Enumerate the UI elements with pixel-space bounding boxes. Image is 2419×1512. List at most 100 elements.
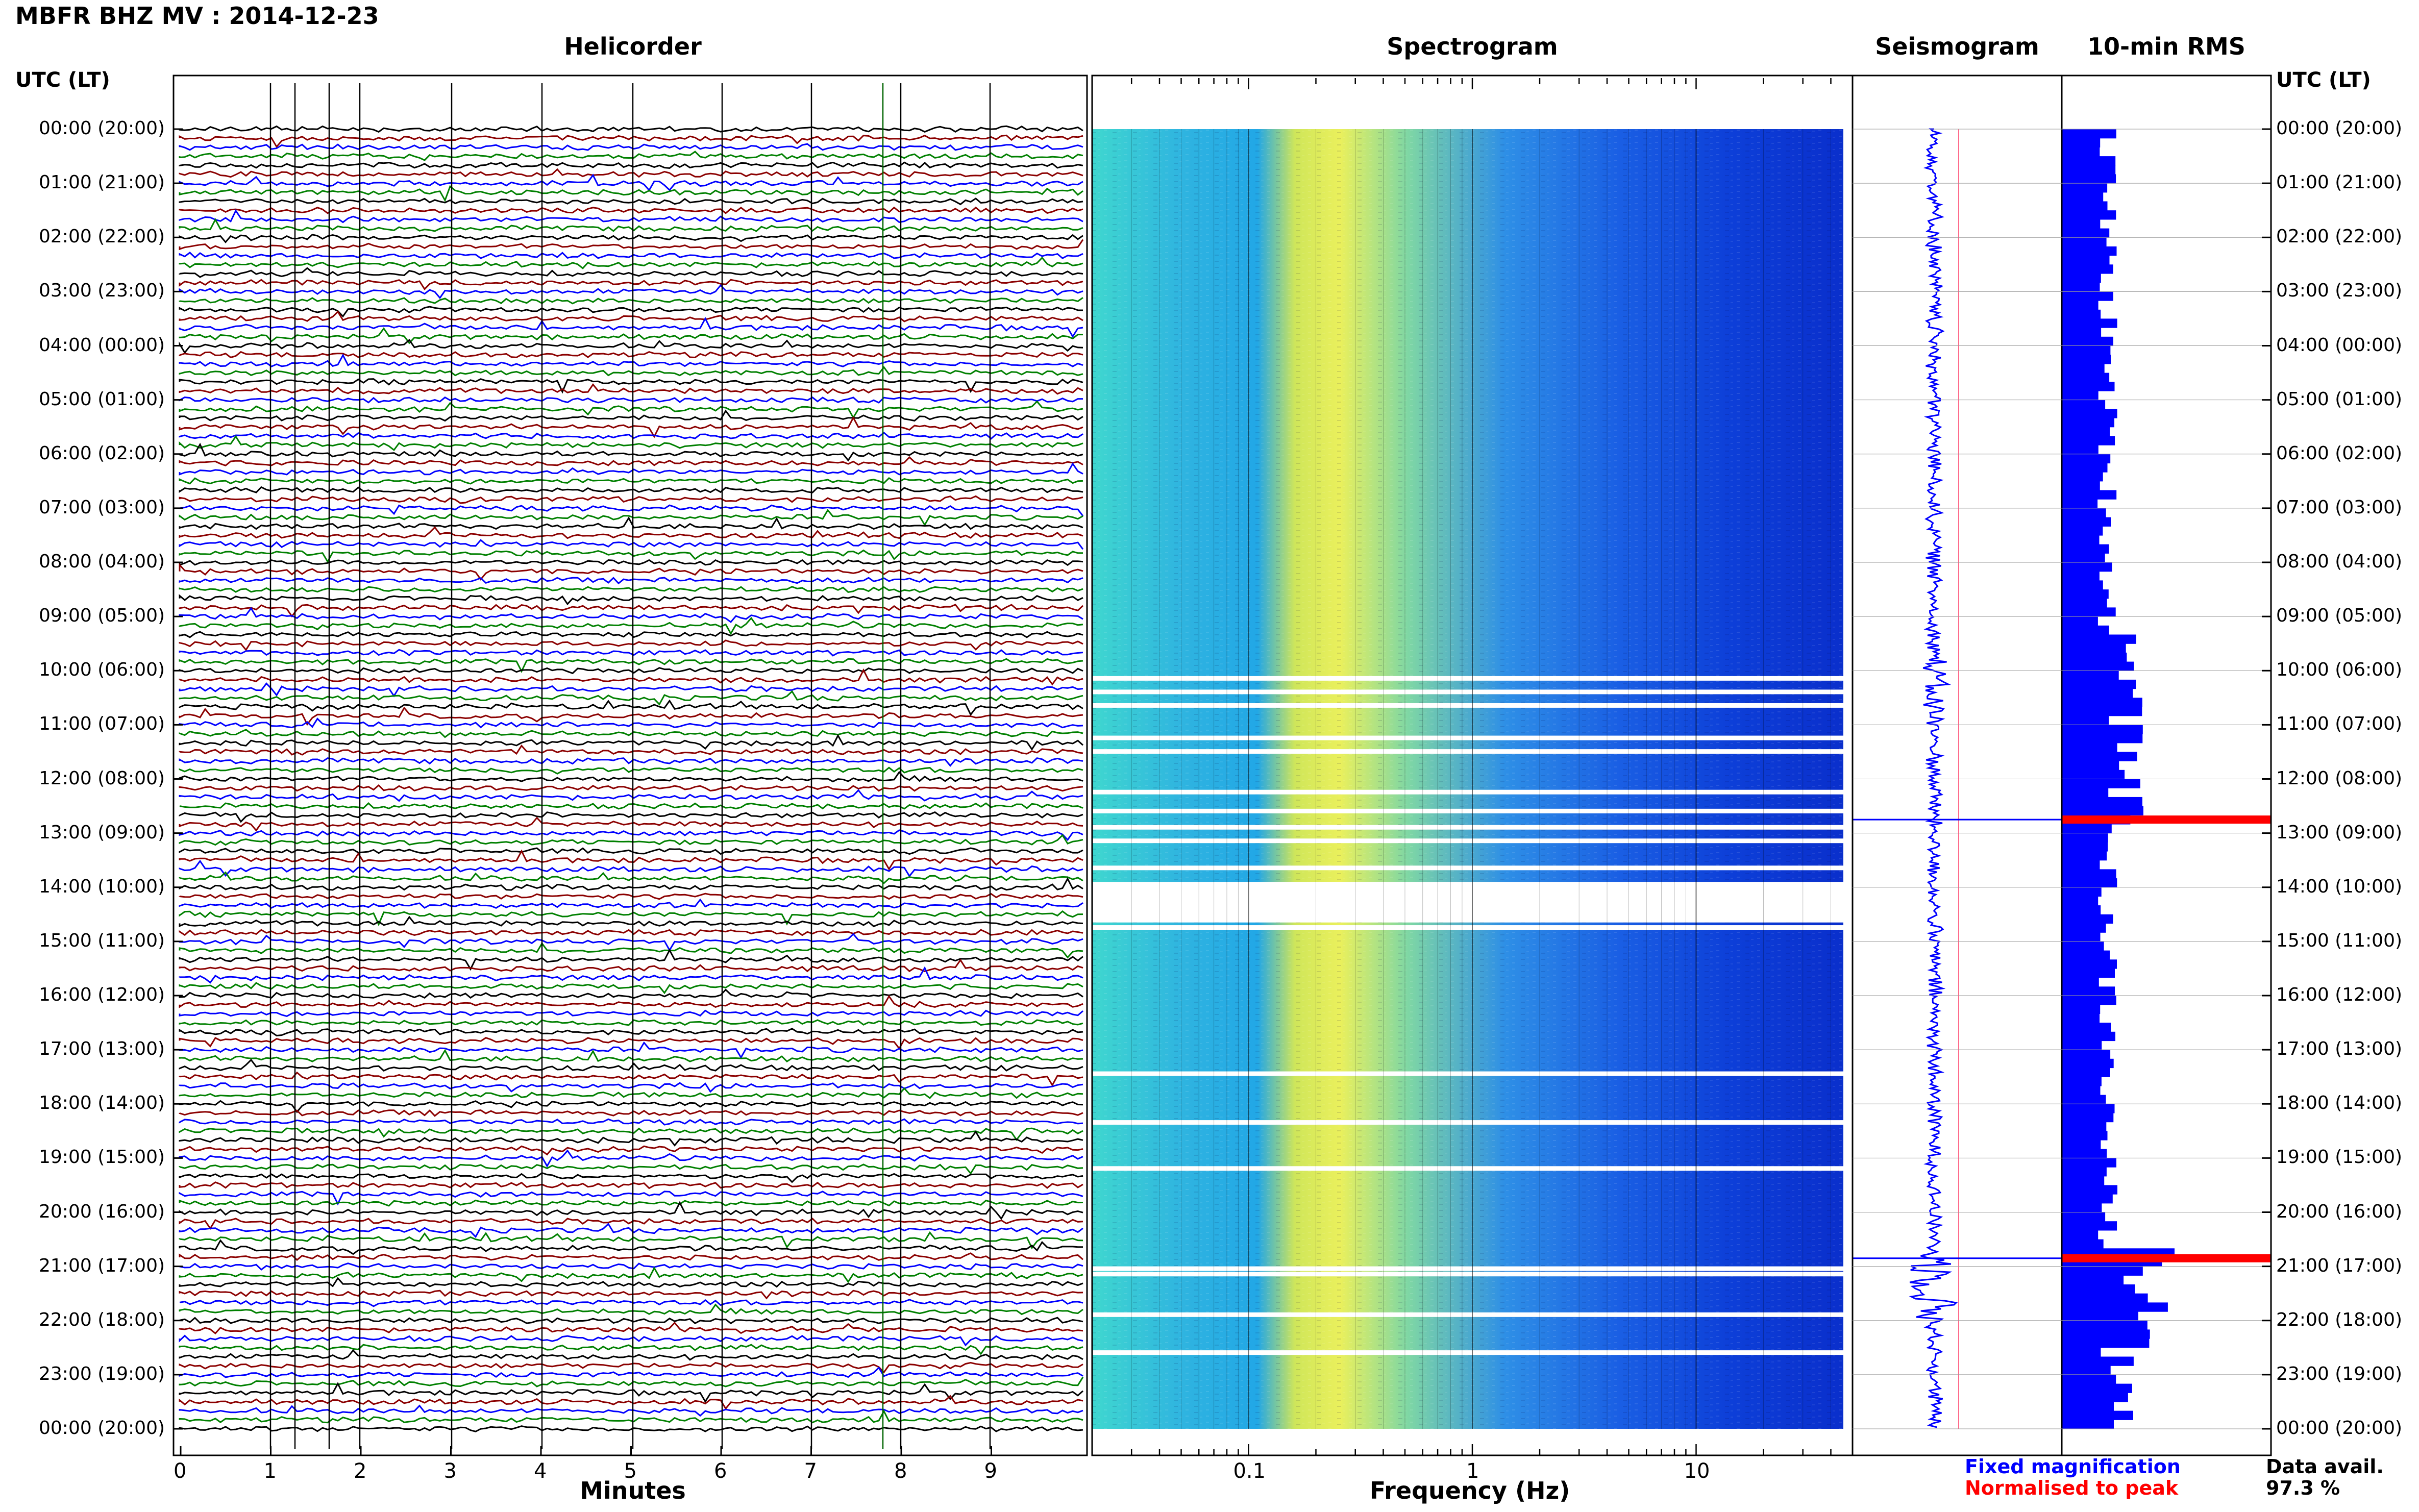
left-time-label: 13:00 (09:00) — [39, 822, 165, 843]
rms-bar — [2062, 652, 2127, 662]
helicorder-trace — [179, 279, 1083, 291]
minutes-tick-label: 9 — [984, 1459, 997, 1483]
helicorder-trace — [179, 1404, 1083, 1417]
legend-fixed-magnification: Fixed magnification — [1965, 1455, 2181, 1478]
helicorder-trace — [179, 351, 1083, 359]
rms-bar — [2062, 1095, 2106, 1104]
helicorder-trace — [179, 594, 1083, 606]
helicorder-trace — [179, 1266, 1083, 1283]
page-title: MBFR BHZ MV : 2014-12-23 — [15, 2, 379, 30]
helicorder-trace — [179, 1082, 1083, 1093]
right-time-label: 01:00 (21:00) — [2276, 172, 2403, 193]
helicorder-trace — [179, 668, 1083, 686]
left-time-label: 09:00 (05:00) — [39, 605, 165, 627]
rms-bar — [2062, 129, 2116, 139]
rms-bar — [2062, 183, 2108, 193]
helicorder-trace — [179, 462, 1083, 476]
helicorder-trace — [179, 1334, 1083, 1347]
helicorder-trace — [179, 1349, 1083, 1361]
helicorder-trace — [179, 982, 1083, 995]
left-time-label: 18:00 (14:00) — [39, 1093, 165, 1114]
rms-bar — [2062, 246, 2117, 256]
rms-bar — [2062, 291, 2113, 301]
minutes-tick-label: 2 — [354, 1459, 367, 1483]
seismogram-title: Seismogram — [1875, 33, 2039, 60]
left-time-label: 08:00 (04:00) — [39, 551, 165, 572]
rms-bar — [2062, 1374, 2116, 1384]
helicorder-trace — [179, 1317, 1083, 1325]
left-time-label: 11:00 (07:00) — [39, 713, 165, 735]
rms-bar — [2062, 598, 2107, 608]
right-time-label: 00:00 (20:00) — [2276, 1418, 2403, 1439]
helicorder-trace — [179, 586, 1083, 593]
helicorder-trace — [179, 1145, 1083, 1156]
rms-bar — [2062, 201, 2108, 211]
rms-bar — [2062, 671, 2119, 680]
rms-bar — [2062, 788, 2109, 798]
helicorder-trace — [179, 209, 1083, 224]
helicorder-trace — [179, 161, 1083, 169]
rms-bar — [2062, 734, 2143, 743]
helicorder-trace — [179, 509, 1083, 527]
minutes-tick-label: 8 — [894, 1459, 907, 1483]
rms-bar — [2062, 571, 2100, 581]
helicorder-trace — [179, 717, 1083, 729]
helicorder-trace — [179, 539, 1084, 550]
minutes-axis-title: Minutes — [580, 1477, 686, 1504]
minutes-tick-label: 1 — [263, 1459, 277, 1483]
helicorder-trace — [179, 1290, 1083, 1300]
right-time-label: 17:00 (13:00) — [2276, 1038, 2403, 1060]
helicorder-trace — [179, 435, 1083, 452]
helicorder-trace — [179, 1009, 1083, 1018]
rms-bar — [2062, 1185, 2117, 1195]
helicorder-trace — [179, 734, 1084, 751]
spectrogram-gap — [1092, 1266, 1843, 1271]
rms-bar — [2062, 779, 2140, 788]
rms-bar — [2062, 1266, 2143, 1276]
helicorder-trace — [179, 1019, 1083, 1026]
helicorder-trace — [179, 915, 1083, 928]
rms-peak-bar — [2062, 815, 2271, 824]
helicorder-trace — [179, 771, 1083, 783]
rms-bar — [2062, 824, 2112, 834]
rms-bar — [2062, 318, 2117, 328]
helicorder-trace — [179, 1299, 1083, 1307]
spectrogram-gap — [1092, 884, 1843, 923]
right-time-label: 21:00 (17:00) — [2276, 1255, 2403, 1276]
left-time-label: 10:00 (06:00) — [39, 659, 165, 681]
rms-bar — [2062, 580, 2103, 590]
helicorder-trace — [179, 306, 1083, 318]
rms-bar — [2062, 445, 2099, 455]
rms-bar — [2062, 643, 2126, 653]
rms-bar — [2062, 255, 2110, 265]
helicorder-trace — [179, 1087, 1083, 1099]
helicorder-trace — [179, 1361, 1083, 1374]
rms-bar — [2062, 274, 2101, 283]
rms-bar — [2062, 661, 2134, 671]
helicorder-trace — [179, 1172, 1083, 1183]
rms-bar — [2062, 1329, 2150, 1339]
rms-bar — [2062, 1040, 2102, 1050]
helicorder-trace — [179, 699, 1083, 716]
right-axis-header: UTC (LT) — [2276, 68, 2371, 92]
right-time-label: 09:00 (05:00) — [2276, 605, 2403, 627]
right-time-label: 11:00 (07:00) — [2276, 713, 2403, 735]
helicorder-trace — [179, 1028, 1083, 1037]
minutes-tick-label: 6 — [714, 1459, 727, 1483]
rms-bar — [2062, 1131, 2108, 1141]
rms-bar — [2062, 1420, 2114, 1429]
helicorder-trace — [179, 1049, 1083, 1063]
rms-bar — [2062, 1221, 2117, 1231]
helicorder-trace — [179, 1344, 1083, 1355]
seismogram-trace — [1909, 128, 1958, 1428]
rms-bar — [2062, 1356, 2134, 1366]
spectrogram-gap — [1092, 838, 1843, 844]
rms-bar — [2062, 1085, 2101, 1096]
minutes-tick-label: 4 — [534, 1459, 547, 1483]
spectrogram-gap — [1092, 865, 1843, 871]
right-time-label: 12:00 (08:00) — [2276, 767, 2403, 789]
left-time-label: 15:00 (11:00) — [39, 930, 165, 951]
helicorder-trace — [179, 898, 1083, 909]
rms-bar — [2062, 842, 2108, 852]
